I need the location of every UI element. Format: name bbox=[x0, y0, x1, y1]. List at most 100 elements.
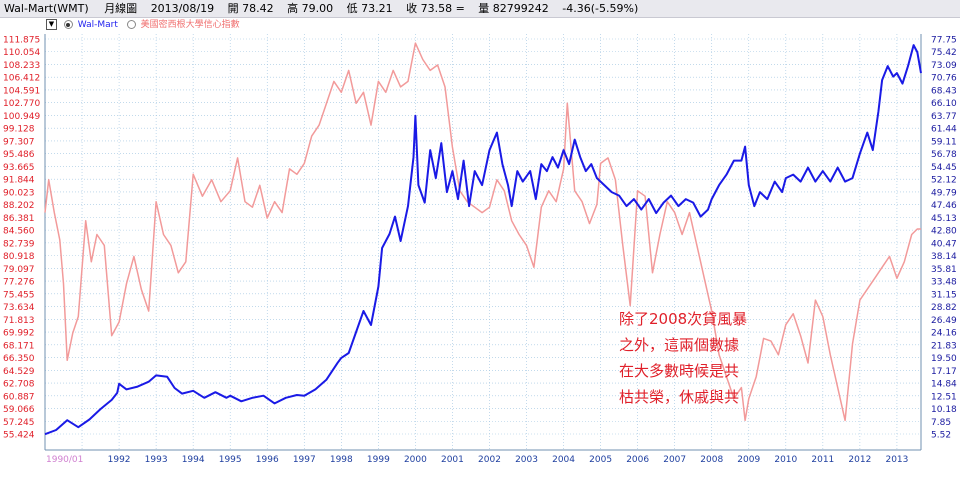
x-tick-label: 2011 bbox=[811, 455, 834, 465]
x-tick-label: 1994 bbox=[182, 455, 205, 465]
right-tick-label: 31.15 bbox=[931, 290, 957, 300]
right-tick-label: 26.49 bbox=[931, 316, 957, 326]
right-tick-label: 33.48 bbox=[931, 278, 957, 288]
left-tick-label: 90.023 bbox=[3, 188, 35, 198]
left-tick-label: 102.770 bbox=[3, 99, 40, 109]
left-axis: 111.875 110.054 108.233 106.412 104.591 102.7… bbox=[3, 36, 40, 441]
quote-high: 高 79.00 bbox=[287, 2, 334, 15]
right-tick-label: 35.81 bbox=[931, 265, 957, 275]
right-tick-label: 42.80 bbox=[931, 227, 957, 237]
x-tick-label: 2004 bbox=[552, 455, 575, 465]
right-tick-label: 10.18 bbox=[931, 405, 957, 415]
x-axis: 1990/01 1992 1993 1994 1995 1996 1997 1998 1999 2… bbox=[46, 455, 908, 465]
x-tick-label: 1992 bbox=[108, 455, 131, 465]
left-tick-label: 73.634 bbox=[3, 303, 35, 313]
left-tick-label: 57.245 bbox=[3, 418, 35, 428]
legend-menu-button[interactable]: ▼ bbox=[46, 19, 57, 30]
left-tick-label: 95.486 bbox=[3, 150, 35, 160]
radio-sentiment[interactable] bbox=[126, 20, 136, 29]
left-tick-label: 91.844 bbox=[3, 176, 35, 186]
left-tick-label: 88.202 bbox=[3, 201, 35, 211]
left-tick-label: 77.276 bbox=[3, 278, 35, 288]
x-tick-label: 2001 bbox=[441, 455, 464, 465]
plot-area bbox=[45, 34, 921, 450]
quote-volume: 量 82799242 bbox=[478, 2, 549, 15]
right-tick-label: 52.12 bbox=[931, 176, 957, 186]
x-tick-label: 1999 bbox=[367, 455, 390, 465]
x-tick-label: 2013 bbox=[885, 455, 908, 465]
x-tick-label: 2008 bbox=[700, 455, 723, 465]
right-axis: 77.75 75.42 73.09 70.76 68.43 66.10 63.77 61.44… bbox=[931, 36, 957, 441]
right-tick-label: 38.14 bbox=[931, 252, 957, 262]
x-tick-label: 1997 bbox=[293, 455, 316, 465]
right-tick-label: 49.79 bbox=[931, 188, 957, 198]
radio-walmart[interactable] bbox=[63, 20, 73, 29]
grid bbox=[44, 34, 922, 451]
x-tick-label: 2005 bbox=[589, 455, 612, 465]
right-tick-label: 21.83 bbox=[931, 341, 957, 351]
right-tick-label: 77.75 bbox=[931, 36, 957, 46]
left-tick-label: 111.875 bbox=[3, 36, 40, 46]
quote-change: -4.36(-5.59%) bbox=[562, 2, 639, 15]
right-tick-label: 68.43 bbox=[931, 86, 957, 96]
left-tick-label: 104.591 bbox=[3, 86, 40, 96]
quote-open: 開 78.42 bbox=[227, 2, 274, 15]
quote-low: 低 73.21 bbox=[346, 2, 393, 15]
quote-header-bar: Wal-Mart(WMT) 月線圖 2013/08/19 開 78.42 高 7… bbox=[0, 0, 960, 18]
left-tick-label: 106.412 bbox=[3, 74, 40, 84]
x-tick-label: 2007 bbox=[663, 455, 686, 465]
annotation-line: 除了2008次貸風暴 bbox=[619, 310, 748, 328]
left-tick-label: 64.529 bbox=[3, 367, 35, 377]
annotation-line: 在大多數時候是共 bbox=[619, 362, 740, 380]
x-tick-label: 2003 bbox=[515, 455, 538, 465]
left-tick-label: 55.424 bbox=[3, 431, 35, 441]
x-tick-label: 2002 bbox=[478, 455, 501, 465]
left-tick-label: 62.708 bbox=[3, 380, 35, 390]
series-line-walmart bbox=[44, 44, 922, 436]
left-tick-label: 60.887 bbox=[3, 392, 35, 402]
x-tick-label: 1995 bbox=[219, 455, 242, 465]
right-tick-label: 66.10 bbox=[931, 99, 957, 109]
right-tick-label: 14.84 bbox=[931, 380, 957, 390]
left-tick-label: 99.128 bbox=[3, 125, 35, 135]
quote-date: 2013/08/19 bbox=[150, 2, 215, 15]
annotation-line: 之外，這兩個數據 bbox=[619, 336, 740, 354]
series-line-sentiment bbox=[44, 42, 921, 422]
x-tick-label: 1998 bbox=[330, 455, 353, 465]
right-tick-label: 5.52 bbox=[931, 431, 951, 441]
left-tick-label: 84.560 bbox=[3, 227, 35, 237]
legend-item-sentiment[interactable]: 美國密西根大學信心指數 bbox=[140, 20, 240, 30]
left-tick-label: 79.097 bbox=[3, 265, 35, 275]
right-tick-label: 70.76 bbox=[931, 74, 957, 84]
left-tick-label: 110.054 bbox=[3, 48, 40, 58]
right-tick-label: 56.78 bbox=[931, 150, 957, 160]
left-tick-label: 66.350 bbox=[3, 354, 35, 364]
right-tick-label: 59.11 bbox=[931, 137, 957, 147]
left-tick-label: 108.233 bbox=[3, 61, 40, 71]
x-tick-label: 2006 bbox=[626, 455, 649, 465]
right-tick-label: 28.82 bbox=[931, 303, 957, 313]
annotation-text: 除了2008次貸風暴 之外，這兩個數據 在大多數時候是共 枯共榮，休戚與共 bbox=[619, 306, 769, 410]
left-tick-label: 71.813 bbox=[3, 316, 35, 326]
right-tick-label: 54.45 bbox=[931, 163, 957, 173]
x-tick-label: 1996 bbox=[256, 455, 279, 465]
right-tick-label: 45.13 bbox=[931, 214, 957, 224]
right-tick-label: 73.09 bbox=[931, 61, 957, 71]
right-tick-label: 17.17 bbox=[931, 367, 957, 377]
left-tick-label: 75.455 bbox=[3, 290, 35, 300]
x-tick-label: 1990/01 bbox=[46, 455, 83, 465]
legend-item-walmart[interactable]: Wal-Mart bbox=[77, 20, 118, 30]
annotation-line: 枯共榮，休戚與共 bbox=[619, 388, 740, 406]
left-tick-label: 82.739 bbox=[3, 239, 35, 249]
quote-close: 收 73.58 = bbox=[406, 2, 465, 15]
right-tick-label: 24.16 bbox=[931, 329, 957, 339]
legend: ▼ Wal-Mart 美國密西根大學信心指數 bbox=[46, 19, 240, 32]
stock-title: Wal-Mart(WMT) bbox=[4, 2, 89, 15]
left-tick-label: 97.307 bbox=[3, 137, 35, 147]
chart-period[interactable]: 月線圖 bbox=[104, 2, 138, 15]
right-tick-label: 7.85 bbox=[931, 418, 951, 428]
left-tick-label: 59.066 bbox=[3, 405, 35, 415]
right-tick-label: 63.77 bbox=[931, 112, 957, 122]
right-tick-label: 47.46 bbox=[931, 201, 957, 211]
